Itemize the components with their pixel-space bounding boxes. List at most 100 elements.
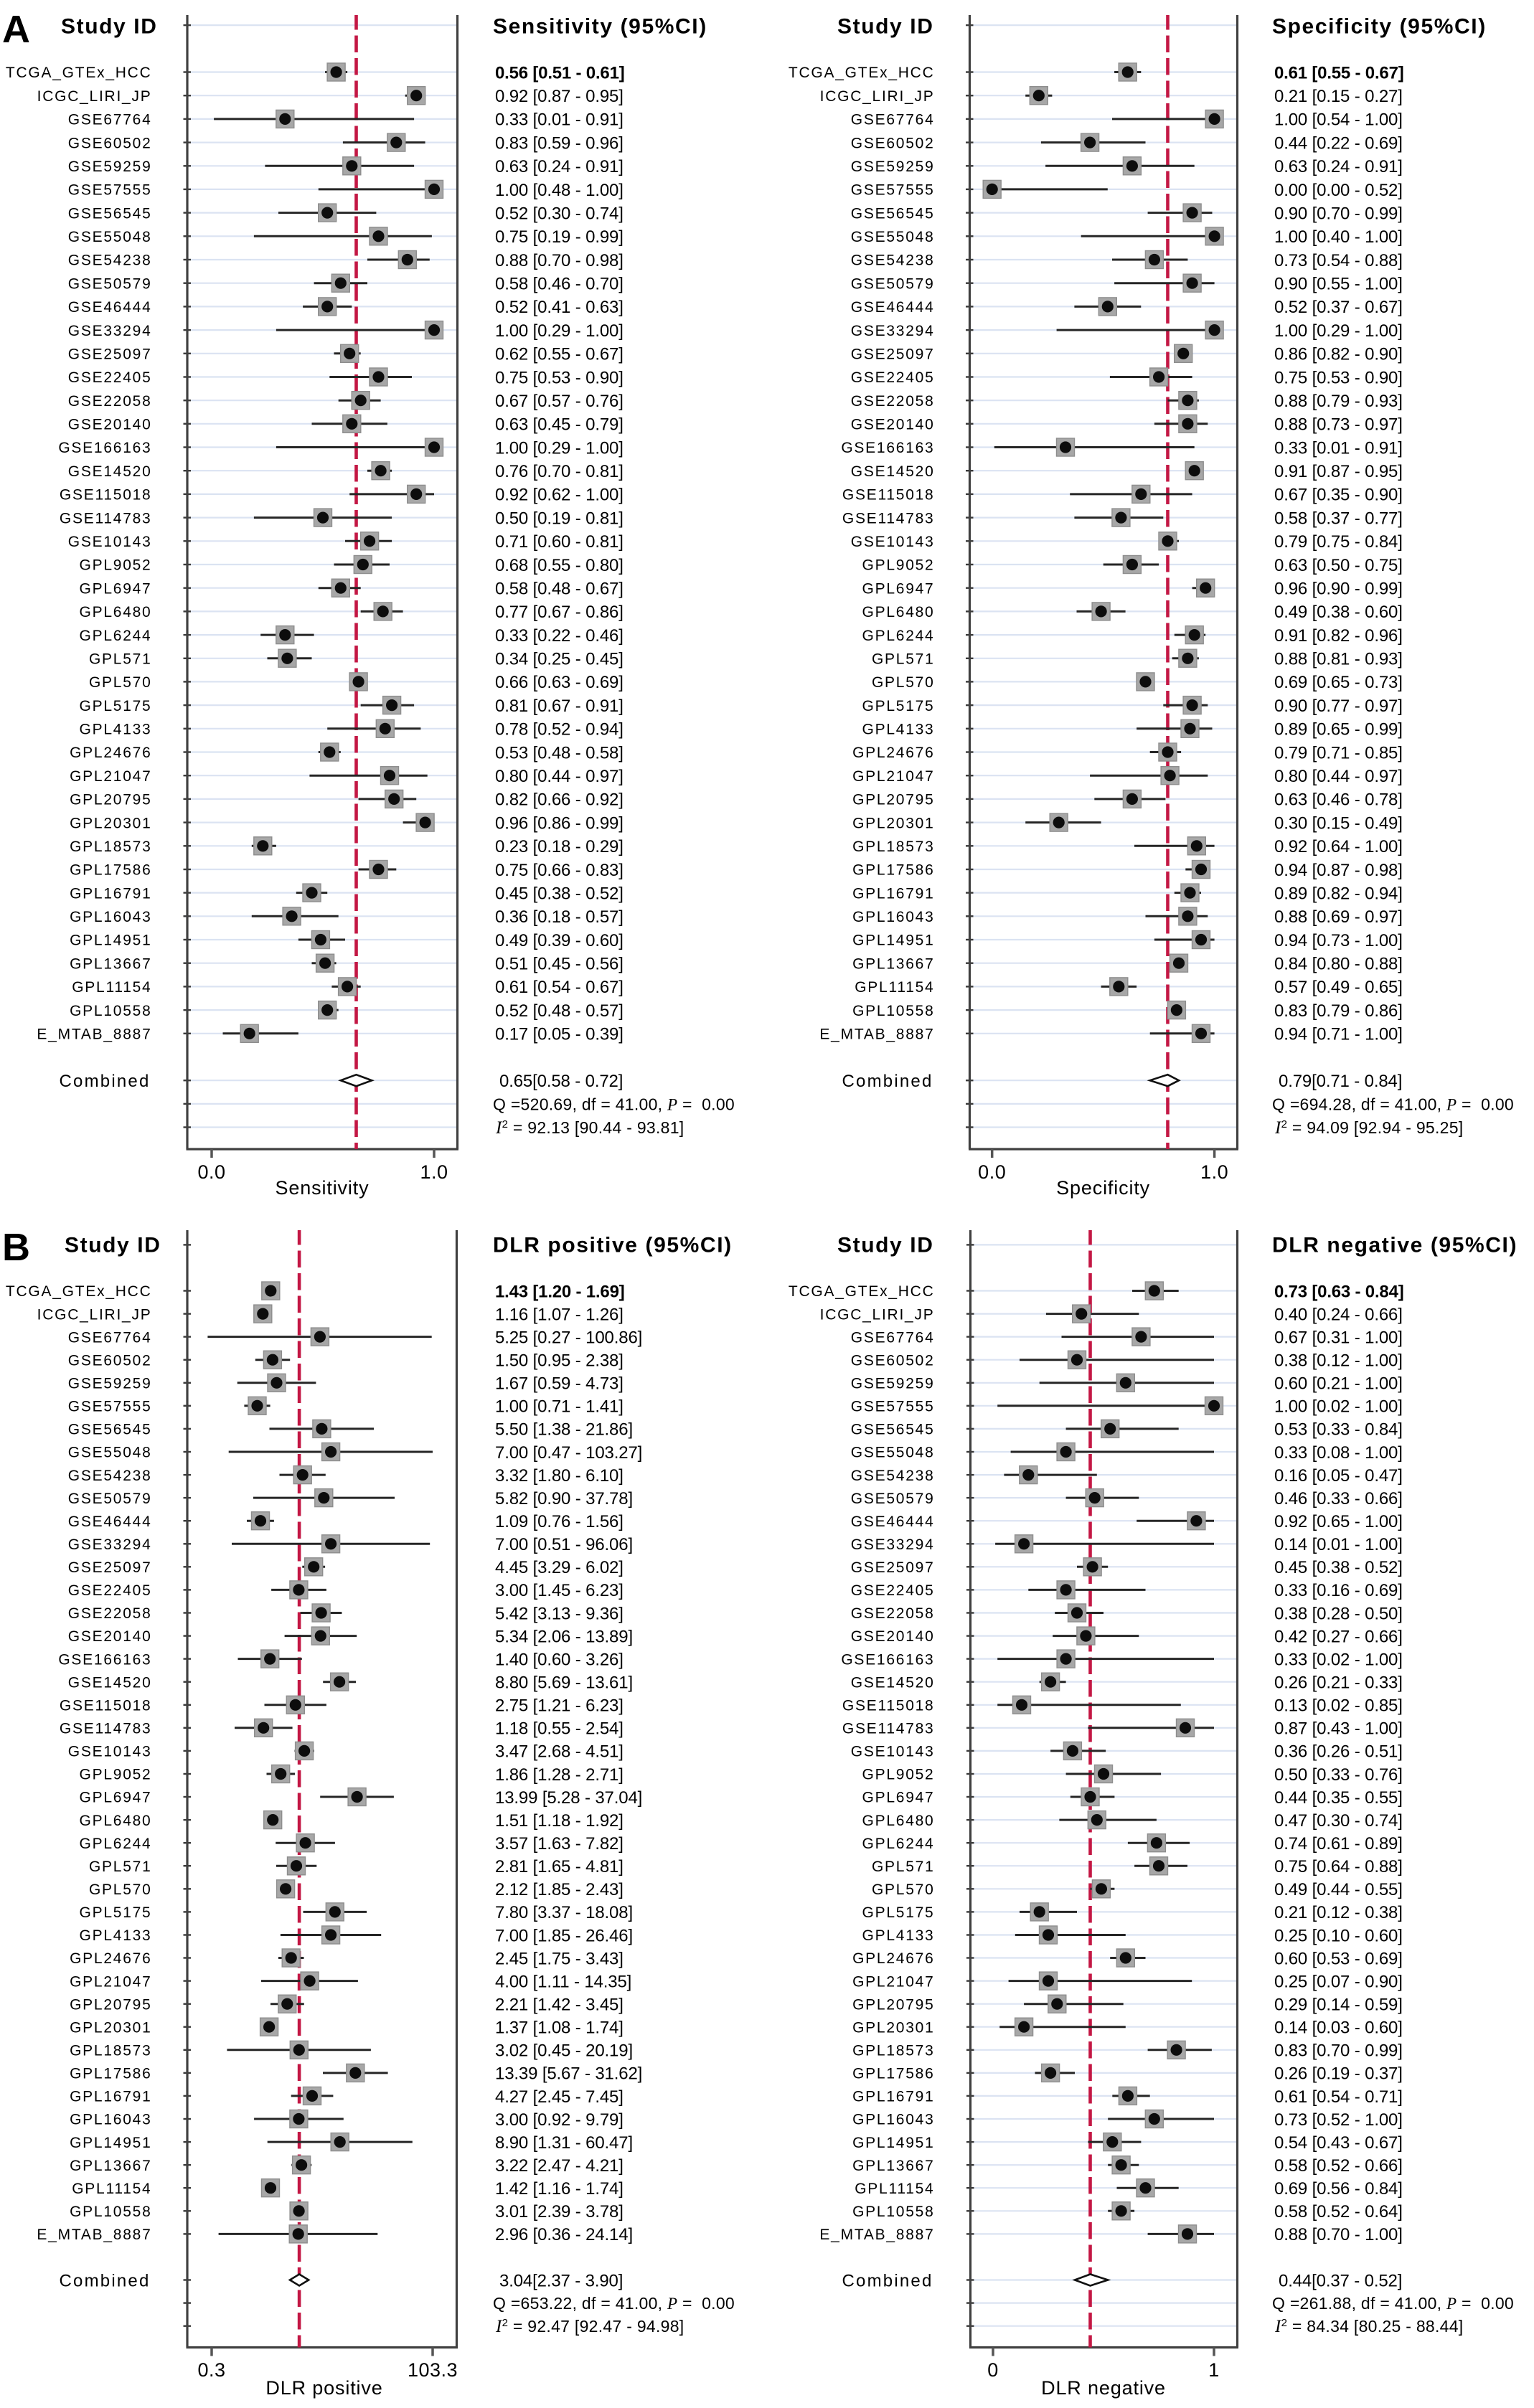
- svg-text:0.57 [0.49 - 0.65]: 0.57 [0.49 - 0.65]: [1274, 978, 1403, 997]
- svg-text:GSE55048: GSE55048: [68, 229, 152, 245]
- svg-text:0.83 [0.70 - 0.99]: 0.83 [0.70 - 0.99]: [1274, 2041, 1403, 2061]
- svg-text:GPL571: GPL571: [89, 651, 152, 668]
- svg-text:0.33 [0.08 - 1.00]: 0.33 [0.08 - 1.00]: [1274, 1443, 1403, 1463]
- svg-text:0.56 [0.51 - 0.61]: 0.56 [0.51 - 0.61]: [495, 63, 625, 82]
- svg-text:0.3: 0.3: [197, 2359, 225, 2381]
- svg-text:GSE20140: GSE20140: [851, 417, 935, 433]
- svg-text:0.75 [0.66 - 0.83]: 0.75 [0.66 - 0.83]: [495, 861, 624, 880]
- svg-text:GPL10558: GPL10558: [852, 1003, 934, 1019]
- svg-text:GPL24676: GPL24676: [852, 1950, 934, 1967]
- svg-text:0.92 [0.87 - 0.95]: 0.92 [0.87 - 0.95]: [495, 87, 624, 106]
- svg-text:0.94 [0.87 - 0.98]: 0.94 [0.87 - 0.98]: [1274, 861, 1403, 880]
- svg-text:GSE60502: GSE60502: [68, 135, 152, 151]
- svg-text:0.67 [0.57 - 0.76]: 0.67 [0.57 - 0.76]: [495, 392, 624, 411]
- svg-text:DLR negative (95%CI): DLR negative (95%CI): [1272, 1234, 1517, 1257]
- svg-text:Study ID: Study ID: [61, 15, 157, 39]
- svg-text:GPL11154: GPL11154: [72, 2181, 151, 2197]
- svg-text:0.53 [0.33 - 0.84]: 0.53 [0.33 - 0.84]: [1274, 1420, 1403, 1440]
- svg-text:0.61 [0.54 - 0.67]: 0.61 [0.54 - 0.67]: [495, 978, 624, 997]
- svg-text:GPL11154: GPL11154: [855, 2181, 934, 2197]
- svg-text:3.00 [1.45 - 6.23]: 3.00 [1.45 - 6.23]: [495, 1581, 624, 1600]
- svg-text:GSE14520: GSE14520: [68, 463, 152, 480]
- svg-text:Specificity (95%CI): Specificity (95%CI): [1272, 15, 1487, 39]
- svg-text:3.04[2.37 - 3.90]: 3.04[2.37 - 3.90]: [499, 2271, 623, 2290]
- svg-text:0.83 [0.59 - 0.96]: 0.83 [0.59 - 0.96]: [495, 133, 624, 153]
- svg-text:GPL20301: GPL20301: [70, 2019, 151, 2036]
- svg-text:Combined: Combined: [60, 2271, 151, 2290]
- svg-text:GSE25097: GSE25097: [68, 346, 152, 363]
- svg-text:0.45 [0.38 - 0.52]: 0.45 [0.38 - 0.52]: [495, 884, 624, 903]
- svg-text:GPL10558: GPL10558: [70, 2204, 151, 2220]
- svg-text:0.33 [0.22 - 0.46]: 0.33 [0.22 - 0.46]: [495, 626, 624, 646]
- svg-text:GPL17586: GPL17586: [70, 2066, 151, 2082]
- svg-text:GPL10558: GPL10558: [70, 1003, 151, 1019]
- svg-text:GSE46444: GSE46444: [851, 299, 935, 316]
- svg-text:0.78 [0.52 - 0.94]: 0.78 [0.52 - 0.94]: [495, 720, 624, 740]
- svg-text:5.50 [1.38 - 21.86]: 5.50 [1.38 - 21.86]: [495, 1420, 633, 1440]
- svg-text:GPL16791: GPL16791: [852, 885, 934, 902]
- svg-text:1.00 [0.71 - 1.41]: 1.00 [0.71 - 1.41]: [495, 1397, 624, 1417]
- svg-text:0.60 [0.21 - 1.00]: 0.60 [0.21 - 1.00]: [1274, 1374, 1403, 1394]
- svg-text:8.80 [5.69 - 13.61]: 8.80 [5.69 - 13.61]: [495, 1673, 633, 1693]
- svg-text:GSE60502: GSE60502: [68, 1352, 152, 1369]
- svg-text:GPL18573: GPL18573: [70, 839, 151, 855]
- svg-text:GPL14951: GPL14951: [70, 932, 151, 949]
- svg-text:0.0: 0.0: [978, 1161, 1006, 1183]
- svg-text:4.27 [2.45 - 7.45]: 4.27 [2.45 - 7.45]: [495, 2087, 624, 2107]
- svg-text:0.77 [0.67 - 0.86]: 0.77 [0.67 - 0.86]: [495, 603, 624, 622]
- svg-text:GSE50579: GSE50579: [68, 1491, 152, 1507]
- svg-text:7.80 [3.37 - 18.08]: 7.80 [3.37 - 18.08]: [495, 1903, 633, 1922]
- svg-text:13.99 [5.28 - 37.04]: 13.99 [5.28 - 37.04]: [495, 1788, 642, 1808]
- svg-text:4.45 [3.29 - 6.02]: 4.45 [3.29 - 6.02]: [495, 1558, 624, 1577]
- svg-text:0.79 [0.75 - 0.84]: 0.79 [0.75 - 0.84]: [1274, 532, 1403, 552]
- svg-text:0.80 [0.44 - 0.97]: 0.80 [0.44 - 0.97]: [495, 767, 624, 786]
- svg-text:5.82 [0.90 - 37.78]: 5.82 [0.90 - 37.78]: [495, 1489, 633, 1508]
- svg-text:GSE20140: GSE20140: [851, 1628, 935, 1645]
- svg-text:0.75 [0.19 - 0.99]: 0.75 [0.19 - 0.99]: [495, 227, 624, 247]
- svg-text:GSE14520: GSE14520: [851, 1674, 935, 1691]
- svg-text:GPL16043: GPL16043: [70, 909, 151, 925]
- svg-text:GPL16043: GPL16043: [852, 2112, 934, 2128]
- svg-text:2.75 [1.21 - 6.23]: 2.75 [1.21 - 6.23]: [495, 1696, 624, 1716]
- svg-text:0.75 [0.64 - 0.88]: 0.75 [0.64 - 0.88]: [1274, 1857, 1403, 1876]
- svg-text:GPL20795: GPL20795: [852, 1996, 934, 2013]
- svg-text:3.01 [2.39 - 3.78]: 3.01 [2.39 - 3.78]: [495, 2202, 624, 2222]
- svg-text:Study ID: Study ID: [837, 1234, 933, 1257]
- svg-text:Q =261.88, df = 41.00, P = 0.: Q =261.88, df = 41.00, P = 0.00: [1272, 2294, 1514, 2313]
- svg-text:GPL5175: GPL5175: [862, 698, 935, 714]
- svg-text:0.68 [0.55 - 0.80]: 0.68 [0.55 - 0.80]: [495, 556, 624, 575]
- svg-text:1.37 [1.08 - 1.74]: 1.37 [1.08 - 1.74]: [495, 2019, 624, 2038]
- svg-text:1.40 [0.60 - 3.26]: 1.40 [0.60 - 3.26]: [495, 1650, 624, 1669]
- svg-text:GSE114783: GSE114783: [842, 1721, 935, 1737]
- svg-text:0.58 [0.48 - 0.67]: 0.58 [0.48 - 0.67]: [495, 580, 624, 599]
- svg-text:0.44 [0.22 - 0.69]: 0.44 [0.22 - 0.69]: [1274, 133, 1403, 153]
- svg-text:Combined: Combined: [842, 1072, 933, 1091]
- svg-text:GSE59259: GSE59259: [68, 159, 152, 175]
- svg-text:GSE54238: GSE54238: [68, 1468, 152, 1484]
- svg-text:GPL14951: GPL14951: [852, 932, 934, 949]
- svg-text:GSE20140: GSE20140: [68, 417, 152, 433]
- svg-text:GSE56545: GSE56545: [68, 205, 152, 222]
- svg-text:GPL6480: GPL6480: [80, 604, 152, 620]
- svg-text:Study ID: Study ID: [65, 1234, 161, 1257]
- svg-text:GPL21047: GPL21047: [852, 768, 934, 785]
- svg-text:GSE54238: GSE54238: [851, 1468, 935, 1484]
- svg-text:GSE166163: GSE166163: [58, 1651, 151, 1668]
- svg-text:1.00 [0.54 - 1.00]: 1.00 [0.54 - 1.00]: [1274, 110, 1403, 130]
- svg-text:GPL17586: GPL17586: [852, 2066, 934, 2082]
- svg-text:TCGA_GTEx_HCC: TCGA_GTEx_HCC: [789, 65, 935, 81]
- svg-text:Sensitivity (95%CI): Sensitivity (95%CI): [493, 15, 707, 39]
- svg-text:GPL16043: GPL16043: [852, 909, 934, 925]
- svg-text:0.63 [0.50 - 0.75]: 0.63 [0.50 - 0.75]: [1274, 556, 1403, 575]
- svg-text:0.49 [0.39 - 0.60]: 0.49 [0.39 - 0.60]: [495, 931, 624, 950]
- svg-text:GPL6244: GPL6244: [80, 1836, 152, 1852]
- svg-text:GPL21047: GPL21047: [852, 1973, 934, 1990]
- svg-text:GPL13667: GPL13667: [70, 955, 151, 972]
- svg-text:0.46 [0.33 - 0.66]: 0.46 [0.33 - 0.66]: [1274, 1489, 1403, 1508]
- svg-text:GPL21047: GPL21047: [70, 768, 151, 785]
- svg-text:GSE46444: GSE46444: [851, 1514, 935, 1530]
- svg-text:GSE56545: GSE56545: [851, 1422, 935, 1438]
- svg-text:GSE56545: GSE56545: [851, 205, 935, 222]
- svg-text:GSE22405: GSE22405: [68, 369, 152, 386]
- svg-text:0.91 [0.87 - 0.95]: 0.91 [0.87 - 0.95]: [1274, 462, 1403, 481]
